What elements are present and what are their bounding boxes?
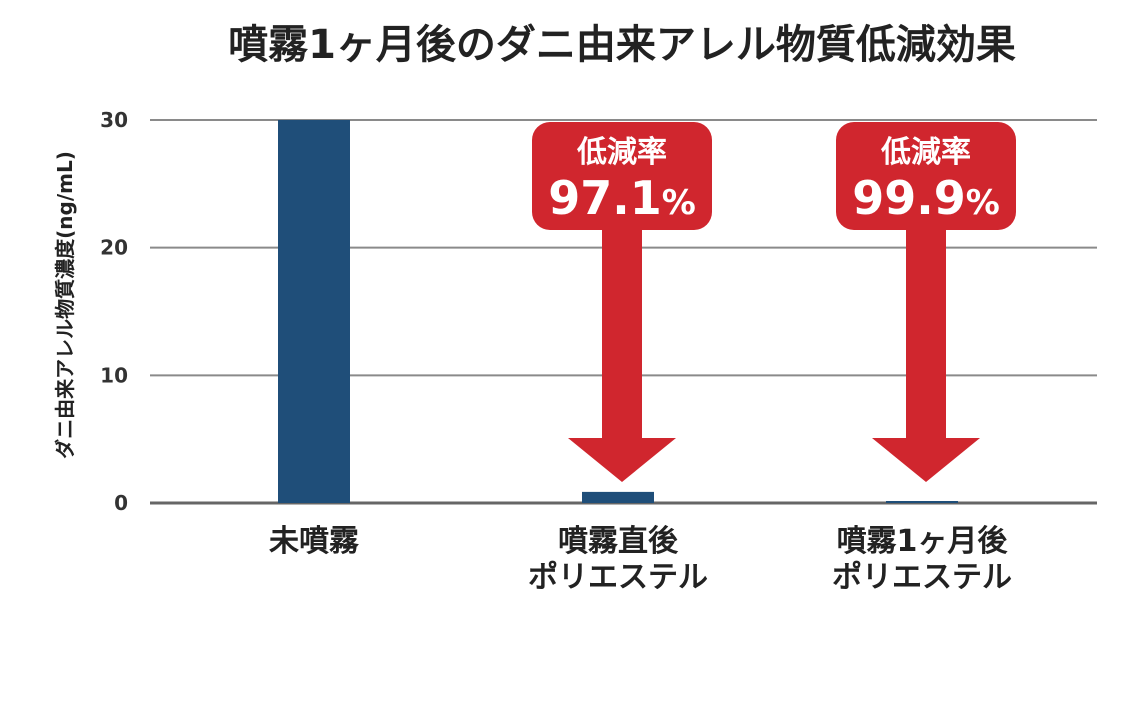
- y-tick-label: 20: [100, 236, 128, 260]
- y-tick-label: 30: [100, 108, 128, 132]
- y-axis-label: ダニ由来アレル物質濃度(ng/mL): [53, 151, 77, 459]
- y-tick-label: 10: [100, 363, 128, 387]
- y-tick-labels: 0 10 20 30: [100, 108, 128, 515]
- callout-label: 低減率: [576, 135, 667, 170]
- down-arrow-icon: [568, 215, 676, 482]
- category-label: ポリエステル: [832, 560, 1012, 595]
- callout-value: 99.9%: [852, 171, 1000, 225]
- down-arrow-icon: [872, 215, 980, 482]
- callout-box: [836, 122, 1016, 230]
- category-label: 未噴霧: [269, 524, 360, 559]
- category-label: 噴霧直後: [558, 524, 679, 559]
- bars: [278, 120, 958, 503]
- callout-box: [532, 122, 712, 230]
- category-label: ポリエステル: [528, 560, 708, 595]
- callout-value: 97.1%: [548, 171, 696, 225]
- chart-title: 噴霧1ヶ月後のダニ由来アレル物質低減効果: [228, 22, 1016, 68]
- bar: [278, 120, 350, 503]
- callout-label: 低減率: [880, 135, 971, 170]
- y-tick-label: 0: [114, 491, 128, 515]
- category-label: 噴霧1ヶ月後: [837, 524, 1009, 559]
- bar: [582, 491, 654, 503]
- bar: [886, 501, 958, 503]
